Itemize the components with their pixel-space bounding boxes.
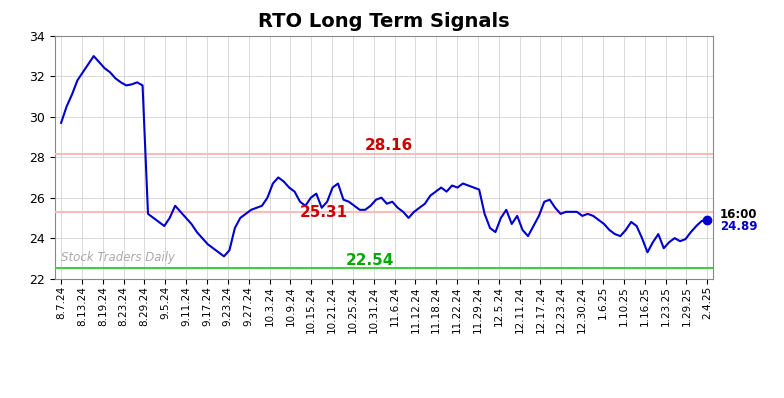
Text: 24.89: 24.89 [720,220,757,233]
Text: 16:00: 16:00 [720,208,757,220]
Text: 28.16: 28.16 [365,139,413,153]
Text: 25.31: 25.31 [300,205,348,220]
Text: Stock Traders Daily: Stock Traders Daily [61,251,176,264]
Title: RTO Long Term Signals: RTO Long Term Signals [259,12,510,31]
Text: 22.54: 22.54 [346,253,394,267]
